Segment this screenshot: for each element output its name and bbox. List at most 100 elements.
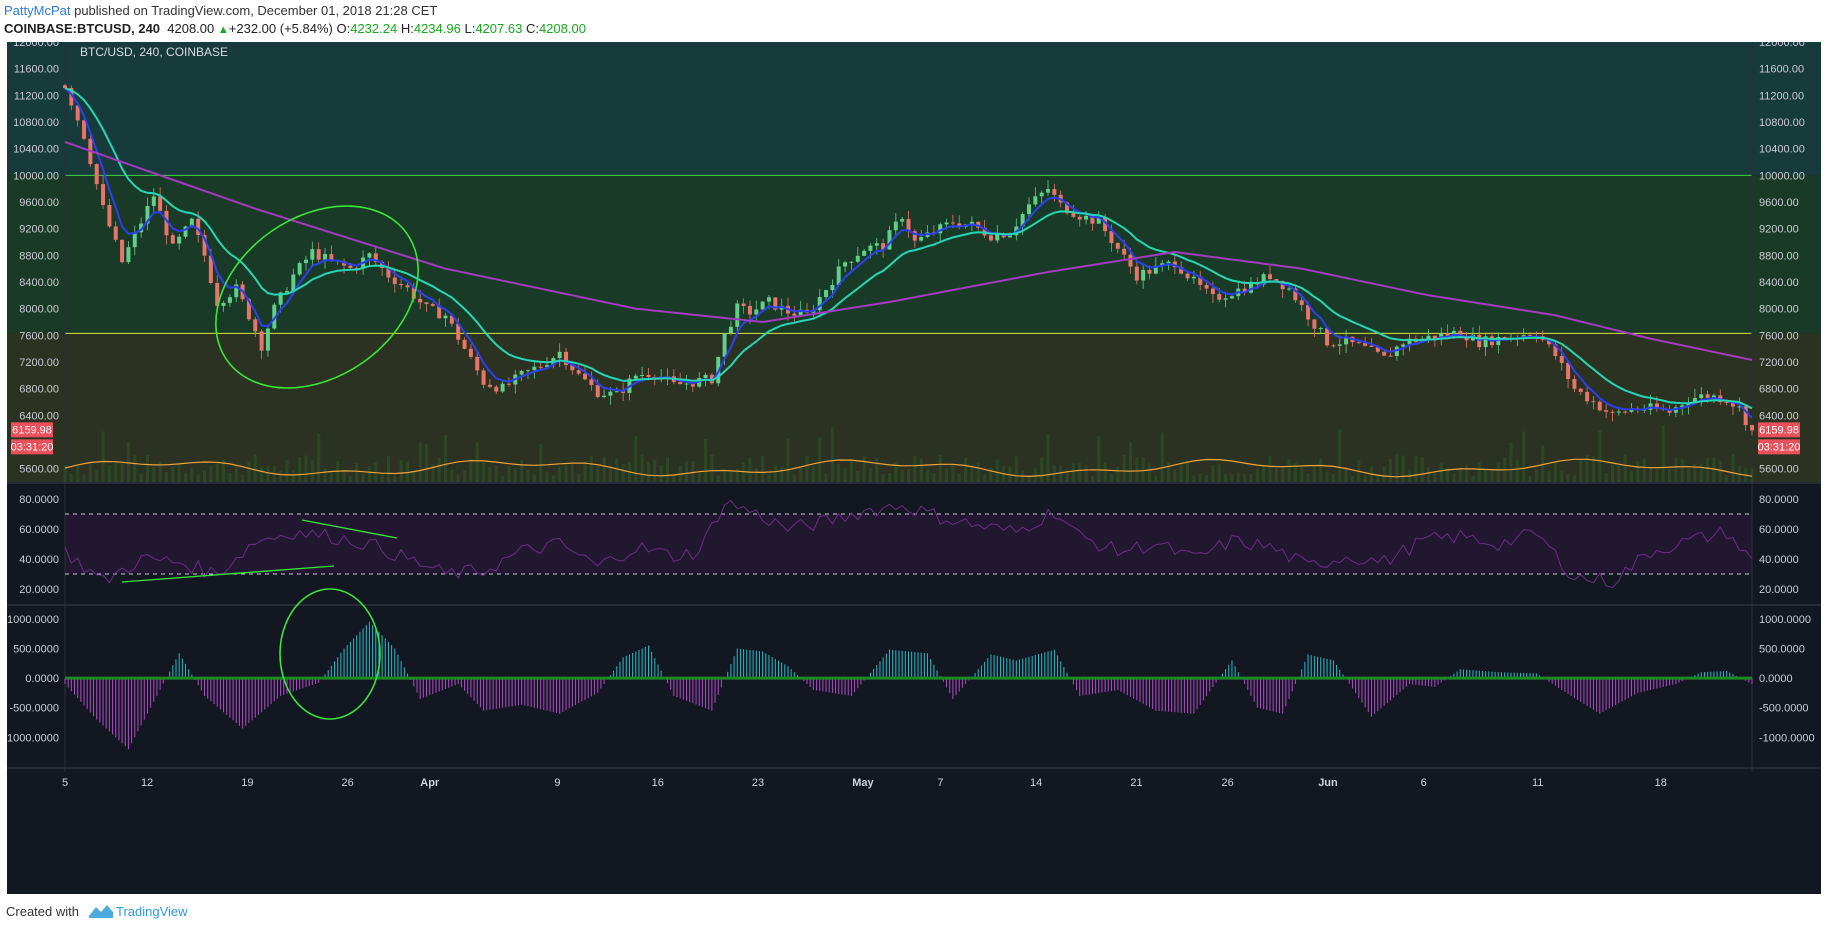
candle xyxy=(221,302,226,306)
volume-bar xyxy=(241,474,245,482)
histogram-tick: 500.0000 xyxy=(13,643,59,655)
author-link[interactable]: PattyMcPat xyxy=(4,3,71,18)
volume-bar xyxy=(1471,475,1475,482)
volume-bar xyxy=(913,455,917,482)
candle xyxy=(316,249,321,260)
volume-bar xyxy=(177,463,181,482)
candle xyxy=(570,365,575,371)
volume-bar xyxy=(1122,454,1126,482)
candle xyxy=(1572,379,1577,389)
price-tick: 7200.00 xyxy=(1759,357,1799,369)
candle xyxy=(1610,411,1615,413)
date-tick: 5 xyxy=(62,777,68,789)
volume-bar xyxy=(1706,458,1710,482)
candle xyxy=(202,234,207,256)
price-tick: 6400.00 xyxy=(1759,410,1799,422)
chart-canvas[interactable]: BTC/USD, 240, COINBASE 12000.00 12000.00 11… xyxy=(7,42,1821,894)
candle xyxy=(1096,217,1101,224)
volume-bar xyxy=(545,471,549,482)
volume-bar xyxy=(602,456,606,482)
candle xyxy=(621,391,626,393)
ma-long-line xyxy=(64,141,1753,361)
volume-bar xyxy=(310,459,314,482)
countdown-badge xyxy=(11,439,53,455)
rsi-band-fill xyxy=(65,514,1752,574)
volume-bar xyxy=(253,454,257,482)
tradingview-brand[interactable]: TradingView xyxy=(116,904,188,919)
candle xyxy=(259,331,264,351)
volume-bar xyxy=(304,455,308,482)
volume-bar xyxy=(1465,464,1469,482)
volume-bar xyxy=(329,471,333,482)
candle xyxy=(481,370,486,385)
volume-bar xyxy=(780,467,784,482)
candle xyxy=(1547,339,1552,345)
candle xyxy=(1191,276,1196,279)
candle xyxy=(189,218,194,227)
volume-bar xyxy=(1649,467,1653,482)
volume-bar xyxy=(412,470,416,482)
volume-bar xyxy=(1236,472,1240,482)
candle xyxy=(843,262,848,267)
volume-bar xyxy=(1439,463,1443,482)
volume-bar xyxy=(1452,473,1456,482)
histogram-tick: 500.0000 xyxy=(1759,643,1805,655)
open-value: 4232.24 xyxy=(350,21,398,36)
candle xyxy=(297,263,302,275)
volume-bar xyxy=(748,457,752,482)
volume-bar xyxy=(1262,465,1266,482)
candle xyxy=(329,254,334,261)
candle xyxy=(1128,254,1133,267)
candle xyxy=(487,384,492,387)
volume-bar xyxy=(342,470,346,482)
volume-bar xyxy=(1198,473,1202,482)
candle xyxy=(1185,273,1190,279)
candle xyxy=(1337,344,1342,346)
candle xyxy=(253,319,258,332)
candle xyxy=(1528,335,1533,337)
volume-bar xyxy=(532,474,536,482)
volume-bar xyxy=(285,459,289,482)
volume-bar xyxy=(1173,469,1177,482)
candle xyxy=(424,302,429,305)
tradingview-logo-icon[interactable] xyxy=(88,902,114,920)
volume-bar xyxy=(1306,473,1310,482)
volume-bar xyxy=(1376,475,1380,482)
candle xyxy=(170,235,175,244)
volume-bar xyxy=(1350,475,1354,482)
candle xyxy=(938,224,943,234)
volume-bar xyxy=(425,444,428,482)
candle xyxy=(849,261,854,263)
candle xyxy=(1153,265,1158,274)
volume-bar xyxy=(773,465,777,482)
candle xyxy=(1629,408,1634,412)
candle xyxy=(633,375,638,379)
candle xyxy=(1299,300,1304,305)
volume-bar xyxy=(526,470,530,482)
volume-bar xyxy=(1230,474,1234,482)
volume-bar xyxy=(723,471,727,482)
created-with-text: Created with xyxy=(6,904,79,919)
volume-bar xyxy=(1528,475,1532,482)
chart-title: BTC/USD, 240, COINBASE xyxy=(80,45,228,59)
volume-bar xyxy=(1610,464,1614,482)
volume-bar xyxy=(298,457,302,482)
candle xyxy=(1667,409,1672,413)
candle xyxy=(468,348,473,357)
volume-bar xyxy=(317,433,321,482)
price-tick: 8800.00 xyxy=(19,250,59,262)
price-tick: 12000.00 xyxy=(13,42,59,49)
volume-bar xyxy=(1591,456,1595,482)
volume-bar xyxy=(583,461,587,482)
candle xyxy=(310,249,315,260)
volume-bar xyxy=(957,473,961,482)
candle xyxy=(1198,276,1203,285)
volume-bar xyxy=(830,427,834,482)
volume-bar xyxy=(1668,469,1672,482)
volume-bar xyxy=(900,469,904,482)
candle xyxy=(1483,336,1488,348)
candle xyxy=(747,305,752,315)
volume-bar xyxy=(418,442,422,482)
volume-bar xyxy=(596,465,600,482)
candle xyxy=(158,196,163,211)
